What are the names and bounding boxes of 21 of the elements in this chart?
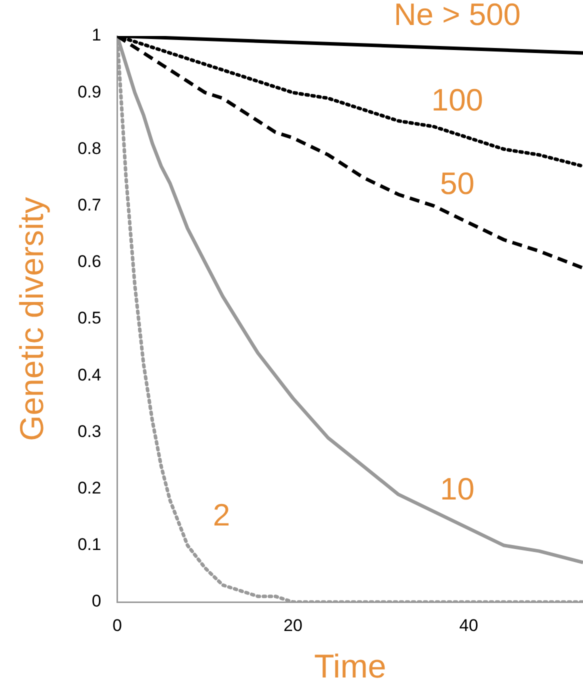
series-label: 10: [440, 471, 474, 506]
series-label: Ne > 500: [394, 0, 521, 32]
series-label: 100: [431, 82, 484, 118]
x-tick-label: 40: [459, 616, 478, 635]
y-tick-label: 0.6: [78, 252, 102, 272]
y-tick-label: 0.2: [78, 478, 102, 498]
y-tick-label: 0.4: [78, 365, 102, 384]
y-tick-label: 0: [92, 592, 102, 611]
x-axis-title: Time: [314, 647, 386, 684]
series-label: 2: [212, 498, 230, 533]
x-tick-label: 0: [112, 616, 122, 635]
y-tick-label: 0.3: [78, 422, 102, 441]
y-tick-label: 0.7: [78, 195, 102, 214]
y-tick-label: 0.5: [78, 308, 102, 328]
y-axis-title: Genetic diversity: [12, 196, 50, 441]
y-tick-label: 0.1: [78, 535, 102, 554]
y-tick-label: 0.9: [78, 82, 102, 102]
y-tick-label: 1: [92, 26, 102, 45]
x-tick-label: 20: [284, 616, 302, 635]
y-tick-label: 0.8: [78, 138, 102, 158]
series-label: 50: [440, 166, 474, 201]
